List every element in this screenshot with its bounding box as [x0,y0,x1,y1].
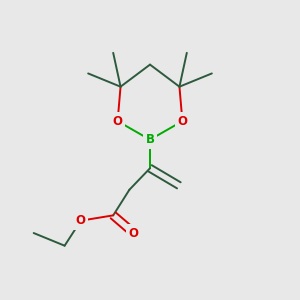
Text: O: O [76,214,86,227]
Text: O: O [177,115,188,128]
Text: O: O [129,226,139,239]
Text: B: B [146,133,154,146]
Text: O: O [112,115,123,128]
